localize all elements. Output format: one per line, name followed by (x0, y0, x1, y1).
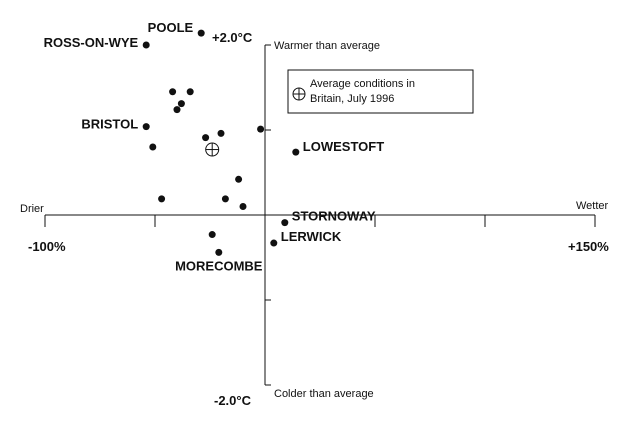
x-axis-right-word: Wetter (576, 200, 609, 212)
data-point (202, 134, 210, 142)
data-point (177, 100, 185, 108)
x-axis-right-end-label: +150% (568, 239, 609, 254)
point-label: MORECOMBE (175, 258, 263, 273)
data-point (292, 148, 300, 156)
point-label: BRISTOL (81, 117, 138, 132)
data-point (217, 129, 225, 137)
axes (44, 44, 596, 386)
legend-text-line1: Average conditions in (310, 78, 415, 90)
data-point (142, 41, 150, 49)
data-point (158, 195, 166, 203)
point-label: ROSS-ON-WYE (44, 35, 139, 50)
data-point (142, 123, 150, 131)
point-label: POOLE (148, 20, 194, 35)
data-points: ROSS-ON-WYE POOLE BRISTOL LOWESTOFT STORNOWA… (44, 20, 385, 273)
data-point (173, 106, 181, 114)
x-axis-left-end-label: -100% (28, 239, 66, 254)
point-label: STORNOWAY (292, 209, 376, 224)
data-point (169, 88, 177, 96)
data-point (221, 195, 229, 203)
data-point (235, 175, 243, 183)
point-label: LERWICK (281, 229, 342, 244)
data-point (197, 29, 205, 37)
y-axis-top-end-label: +2.0°C (212, 30, 253, 45)
x-axis-left-word: Drier (20, 203, 44, 215)
point-label: LOWESTOFT (303, 139, 384, 154)
legend-box (287, 69, 474, 114)
data-point (257, 125, 265, 133)
legend: Average conditions in Britain, July 1996 (287, 69, 474, 114)
axis-labels: -100% +150% Drier Wetter +2.0°C -2.0°C W… (20, 30, 609, 408)
y-axis-bottom-end-label: -2.0°C (214, 393, 252, 408)
data-point (270, 239, 278, 247)
data-point (215, 248, 223, 256)
y-axis-top-word: Warmer than average (274, 40, 380, 52)
data-point (186, 88, 194, 96)
data-point (149, 143, 157, 151)
data-point (239, 203, 247, 210)
legend-text-line2: Britain, July 1996 (310, 93, 394, 105)
y-axis-bottom-word: Colder than average (274, 388, 374, 400)
data-point (208, 231, 216, 239)
data-point (281, 219, 289, 227)
